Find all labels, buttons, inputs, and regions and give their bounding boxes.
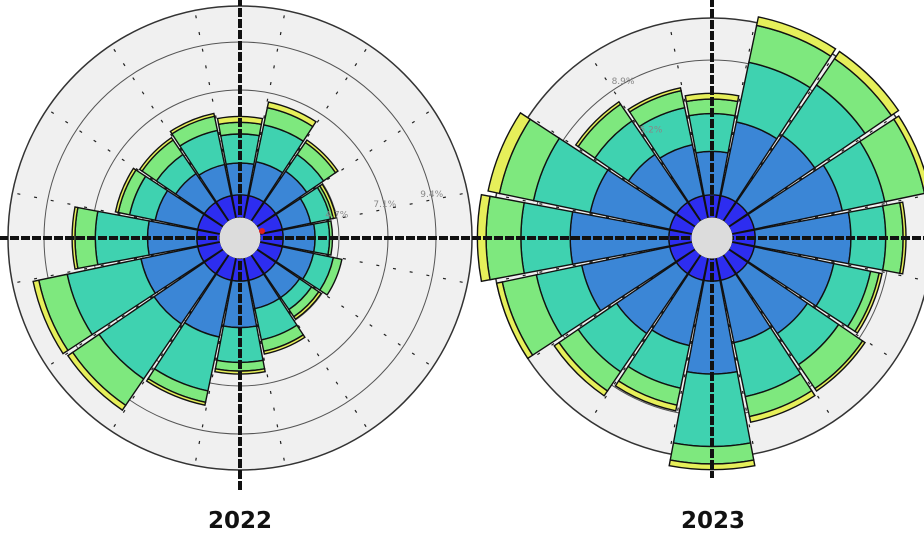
sector-NW-band-5 <box>138 136 175 173</box>
center-hole <box>691 217 733 259</box>
sector-SW-band-5 <box>553 341 609 397</box>
sector-SSW-band-5 <box>614 380 678 412</box>
marker-dot <box>259 228 265 234</box>
center-hole <box>219 217 261 259</box>
polar-chart-2023: 5.2% 8.9% <box>472 0 924 478</box>
sector-SSW-band-5 <box>145 377 207 406</box>
sector-NNE-band-5 <box>755 16 837 58</box>
sector-WNW-band-5 <box>487 111 532 195</box>
ring-label: 9.4% <box>420 190 443 200</box>
sector-E-band-5 <box>898 201 907 275</box>
sector-SE-band-5 <box>813 339 866 392</box>
sector-NW-band-5 <box>574 100 622 148</box>
sector-ENE-band-5 <box>892 115 924 195</box>
chart-caption-2022: 2022 <box>207 508 272 534</box>
sector-WSW-band-5 <box>32 279 69 355</box>
sector-SSE-band-5 <box>262 333 306 355</box>
ring-label: 5.2% <box>640 125 663 135</box>
sector-SE-band-5 <box>292 290 323 321</box>
sector-ENE-band-5 <box>318 183 338 220</box>
ring-label: 4.7% <box>325 210 348 220</box>
sector-NE-band-5 <box>304 139 339 174</box>
sector-ESE-band-4 <box>318 256 343 296</box>
ring-label: 8.9% <box>612 77 635 87</box>
sector-NNW-band-5 <box>169 112 216 135</box>
sector-WSW-band-5 <box>495 281 534 360</box>
sector-SSE-band-5 <box>748 389 816 424</box>
sector-ESE-band-5 <box>854 272 883 334</box>
sector-WNW-band-5 <box>114 167 137 214</box>
sector-NNE-band-5 <box>266 101 317 128</box>
sector-W-band-5 <box>71 206 79 270</box>
sector-NE-band-5 <box>833 50 900 117</box>
sector-SW-band-5 <box>66 351 127 412</box>
ring-label: 7.1% <box>373 200 396 210</box>
chart-caption-2023: 2023 <box>680 508 745 534</box>
sector-NNW-band-5 <box>627 87 682 113</box>
polar-chart-2022: 4.7% 7.1% 9.4% <box>0 0 492 490</box>
